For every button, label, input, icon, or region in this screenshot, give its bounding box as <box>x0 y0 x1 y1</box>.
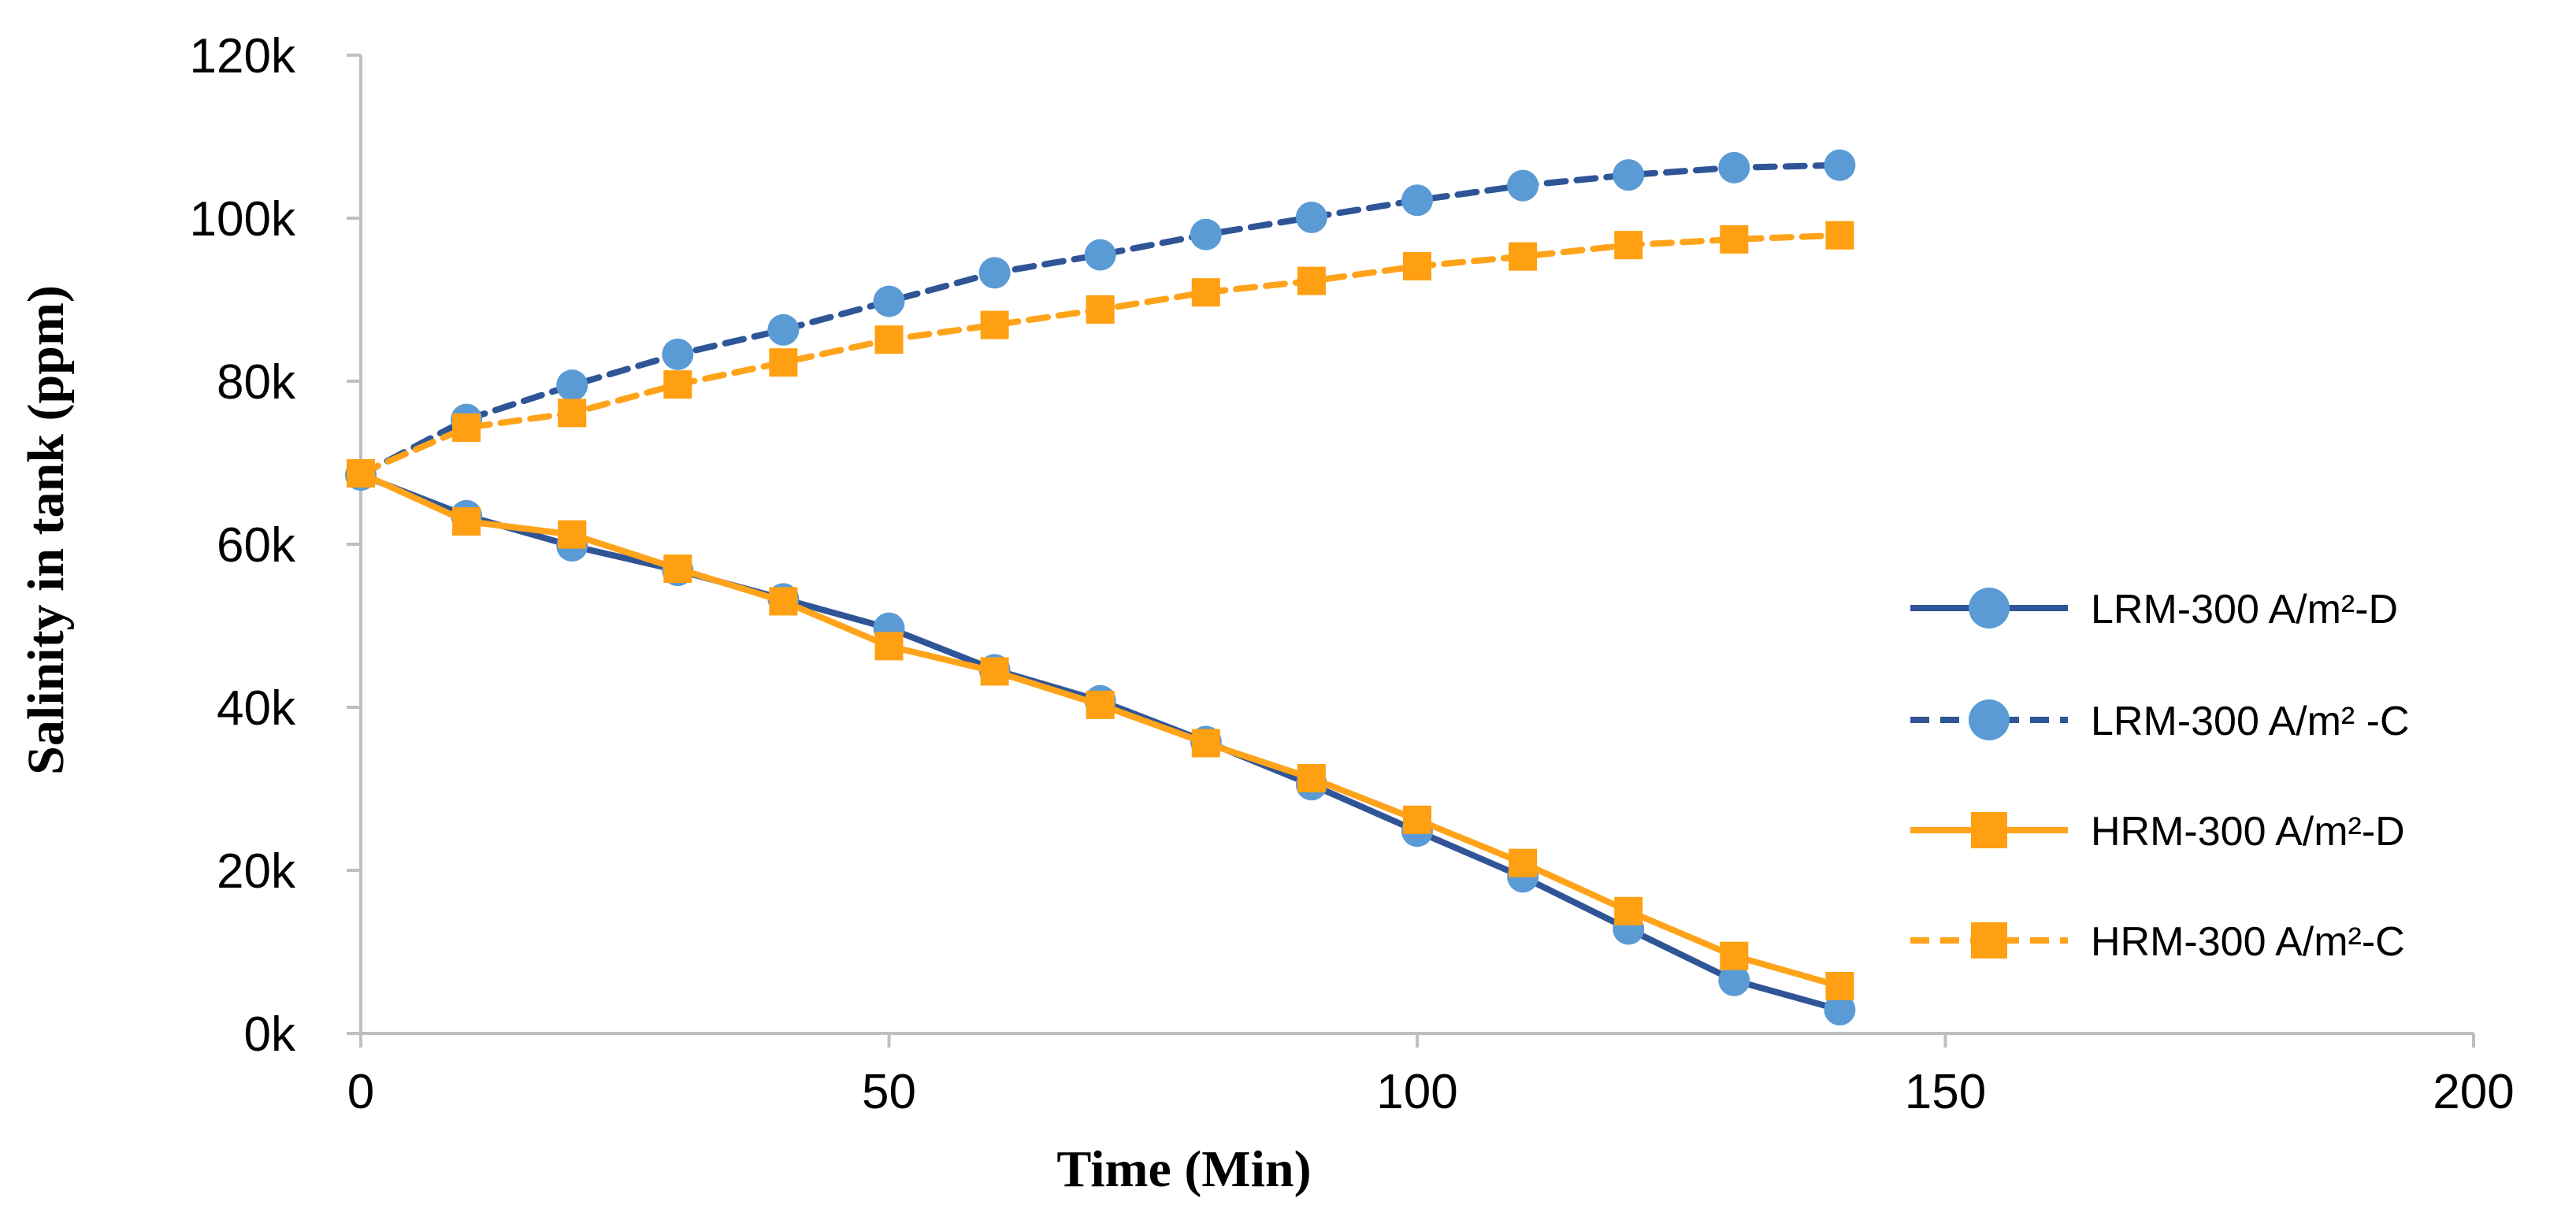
x-tick-label: 0 <box>347 1065 374 1119</box>
data-point <box>1297 266 1326 295</box>
data-point <box>1825 221 1854 250</box>
y-tick-label: 100k <box>190 192 296 247</box>
legend-item-hrm-d: HRM-300 A/m²-D <box>1910 809 2405 855</box>
data-point <box>1190 218 1222 250</box>
x-tick-group: 0 50 100 150 200 <box>347 1033 2515 1119</box>
series-line <box>358 161 1843 479</box>
y-tick-label: 120k <box>190 29 296 83</box>
data-point <box>663 370 692 399</box>
data-point <box>1614 896 1643 925</box>
legend-label-lrm-c: LRM-300 A/m² -C <box>2091 699 2410 744</box>
y-tick-label: 60k <box>217 518 296 573</box>
series-3 <box>347 221 1854 488</box>
x-tick-label: 150 <box>1905 1065 1986 1119</box>
series-line <box>358 232 1843 477</box>
legend-label-hrm-c: HRM-300 A/m²-C <box>2091 919 2405 965</box>
data-point <box>769 587 798 616</box>
legend-marker-hrm-d <box>1971 812 2007 848</box>
legend-item-hrm-c: HRM-300 A/m²-C <box>1910 919 2405 965</box>
data-point <box>1509 242 1538 271</box>
data-point <box>874 632 904 661</box>
data-point <box>978 257 1011 289</box>
series-2 <box>347 458 1854 1000</box>
x-tick-label: 100 <box>1376 1065 1457 1119</box>
x-axis-title: Time (Min) <box>1056 1140 1311 1198</box>
legend: LRM-300 A/m²-D LRM-300 A/m² -C HRM-300 A… <box>1910 587 2410 965</box>
data-point <box>1613 159 1645 191</box>
data-point <box>556 369 588 402</box>
y-tick-label: 80k <box>217 355 296 410</box>
data-point <box>769 348 798 377</box>
y-axis-title: Salinity in tank (ppm) <box>17 285 75 775</box>
data-point <box>1824 993 1856 1025</box>
y-tick-label: 0k <box>244 1007 296 1062</box>
data-point <box>452 413 481 442</box>
data-point <box>1720 941 1749 970</box>
data-point <box>1297 764 1326 793</box>
data-point <box>1507 169 1539 202</box>
y-tick-label: 20k <box>217 844 296 899</box>
data-point <box>980 657 1009 686</box>
data-point <box>1295 201 1327 233</box>
legend-marker-hrm-c <box>1971 922 2007 959</box>
data-point <box>1614 231 1643 260</box>
data-point <box>347 458 375 488</box>
data-point <box>1191 729 1220 758</box>
data-point <box>452 507 481 536</box>
data-point <box>1403 252 1431 281</box>
legend-item-lrm-d: LRM-300 A/m²-D <box>1910 587 2398 632</box>
legend-label-lrm-d: LRM-300 A/m²-D <box>2091 587 2398 632</box>
series-layer <box>345 149 1856 1025</box>
legend-marker-lrm-c <box>1969 699 2010 740</box>
data-point <box>1084 239 1116 271</box>
data-point <box>1718 964 1750 996</box>
legend-item-lrm-c: LRM-300 A/m² -C <box>1910 699 2410 744</box>
data-point <box>1086 295 1115 324</box>
data-point <box>873 285 905 317</box>
data-point <box>1718 151 1750 184</box>
data-point <box>1720 224 1749 254</box>
y-tick-group: 0k 20k 40k 60k 80k 100k 120k <box>190 29 361 1062</box>
data-point <box>662 338 694 370</box>
data-point <box>1509 848 1538 877</box>
data-point <box>1825 971 1854 1000</box>
data-point <box>558 399 587 428</box>
data-point <box>1403 805 1431 834</box>
data-point <box>1191 278 1220 307</box>
data-point <box>874 325 904 354</box>
y-tick-label: 40k <box>217 681 296 736</box>
legend-marker-lrm-d <box>1969 588 2010 629</box>
data-point <box>980 310 1009 339</box>
data-point <box>1401 184 1433 217</box>
x-tick-label: 50 <box>862 1065 916 1119</box>
data-point <box>767 313 800 346</box>
data-point <box>1824 149 1856 181</box>
data-point <box>663 554 692 584</box>
data-point <box>1086 690 1115 719</box>
legend-label-hrm-d: HRM-300 A/m²-D <box>2091 809 2405 855</box>
x-tick-label: 200 <box>2433 1065 2514 1119</box>
data-point <box>558 520 587 549</box>
